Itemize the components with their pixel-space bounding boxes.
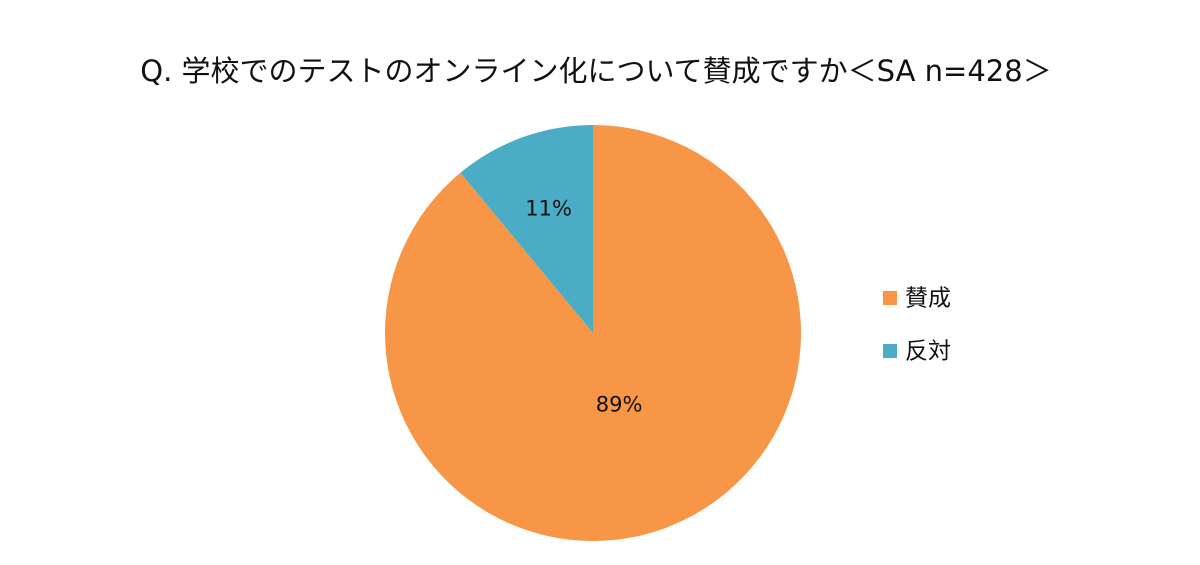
data-label: 11% — [525, 197, 572, 221]
legend-swatch — [883, 344, 897, 358]
pie-slice — [460, 125, 593, 333]
legend-swatch — [883, 291, 897, 305]
legend-label: 賛成 — [905, 286, 951, 312]
chart-title: Q. 学校でのテストのオンライン化について賛成ですか＜SA n=428＞ — [140, 54, 1051, 88]
data-label: 89% — [596, 392, 643, 416]
pie-slice — [385, 125, 802, 541]
legend-label: 反対 — [905, 339, 951, 365]
